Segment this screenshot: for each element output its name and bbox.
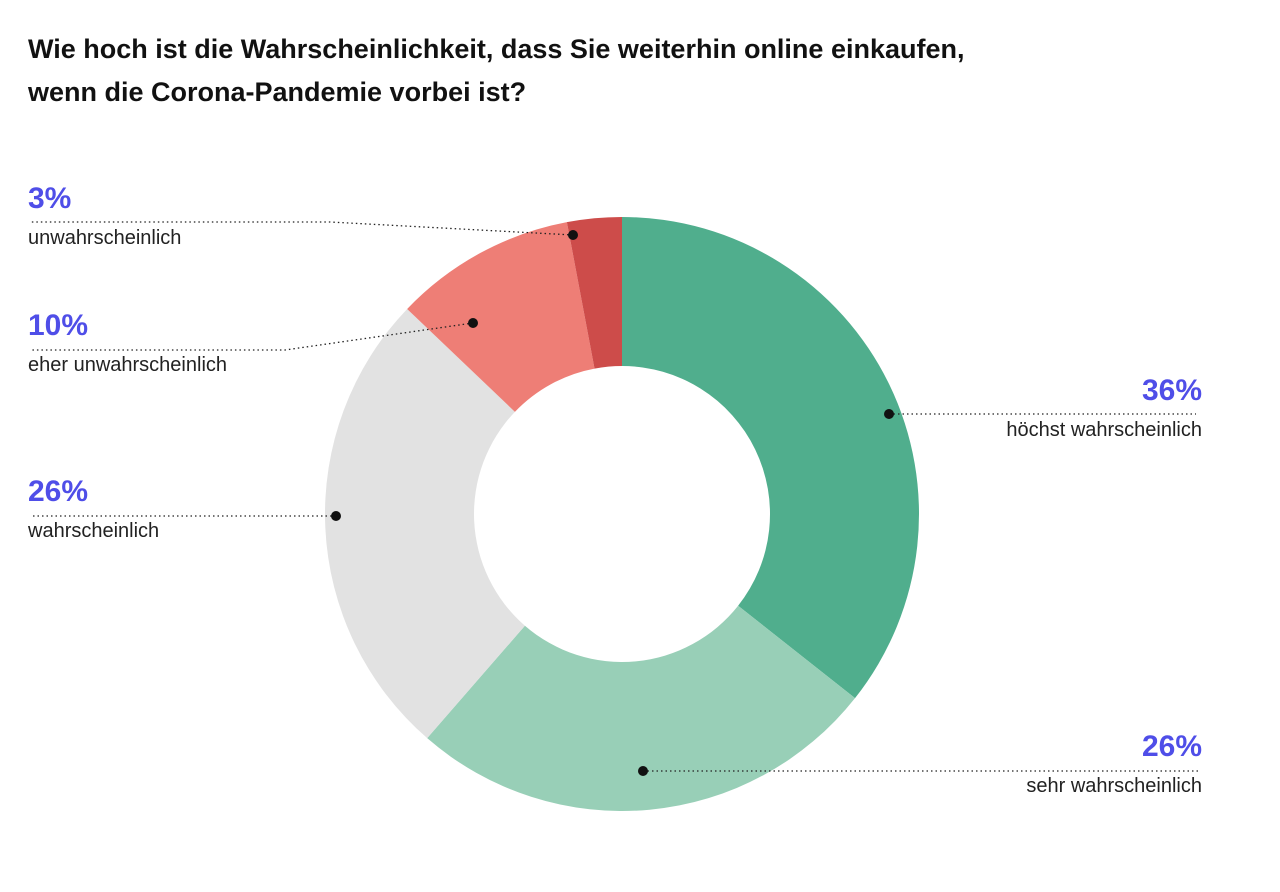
donut-slice-hoechst-wahrscheinlich [622,217,919,699]
donut-slice-unwahrscheinlich [566,217,622,369]
slice-label-eher-unwahrscheinlich: eher unwahrscheinlich [28,354,228,376]
chart-title-line-2: wenn die Corona-Pandemie vorbei ist? [28,77,527,107]
leader-line-eher-unwahrscheinlich [30,322,474,351]
leader-dot-sehr-wahrscheinlich [638,766,648,776]
label-unwahrscheinlich: 3% unwahrscheinlich [28,182,181,250]
label-sehr-wahrscheinlich: 26% sehr wahrscheinlich [1026,730,1202,798]
donut-slice-eher-unwahrscheinlich [407,222,595,412]
chart-title: Wie hoch ist die Wahrscheinlichkeit, das… [28,28,1128,114]
slice-label-sehr-wahrscheinlich: sehr wahrscheinlich [1026,775,1202,797]
donut-slice-wahrscheinlich [325,308,525,739]
leader-line-unwahrscheinlich [30,221,574,236]
slice-value-wahrscheinlich: 26% [28,475,89,508]
leader-dot-eher-unwahrscheinlich [468,318,478,328]
slice-label-wahrscheinlich: wahrscheinlich [28,520,160,542]
leader-dot-hoechst-wahrscheinlich [884,409,894,419]
leader-dot-wahrscheinlich [331,511,341,521]
slice-value-sehr-wahrscheinlich: 26% [1141,730,1202,763]
slice-value-unwahrscheinlich: 3% [28,182,72,215]
donut-slice-sehr-wahrscheinlich [427,605,856,812]
slice-value-hoechst-wahrscheinlich: 36% [1141,374,1202,407]
label-eher-unwahrscheinlich: 10% eher unwahrscheinlich [28,309,227,377]
slice-label-unwahrscheinlich: unwahrscheinlich [28,227,182,249]
label-hoechst-wahrscheinlich: 36% höchst wahrscheinlich [1006,374,1202,442]
label-wahrscheinlich: 26% wahrscheinlich [28,475,159,543]
slice-label-hoechst-wahrscheinlich: höchst wahrscheinlich [1006,419,1202,441]
leader-dot-unwahrscheinlich [568,230,578,240]
slice-value-eher-unwahrscheinlich: 10% [28,309,89,342]
chart-title-line-1: Wie hoch ist die Wahrscheinlichkeit, das… [28,34,965,64]
